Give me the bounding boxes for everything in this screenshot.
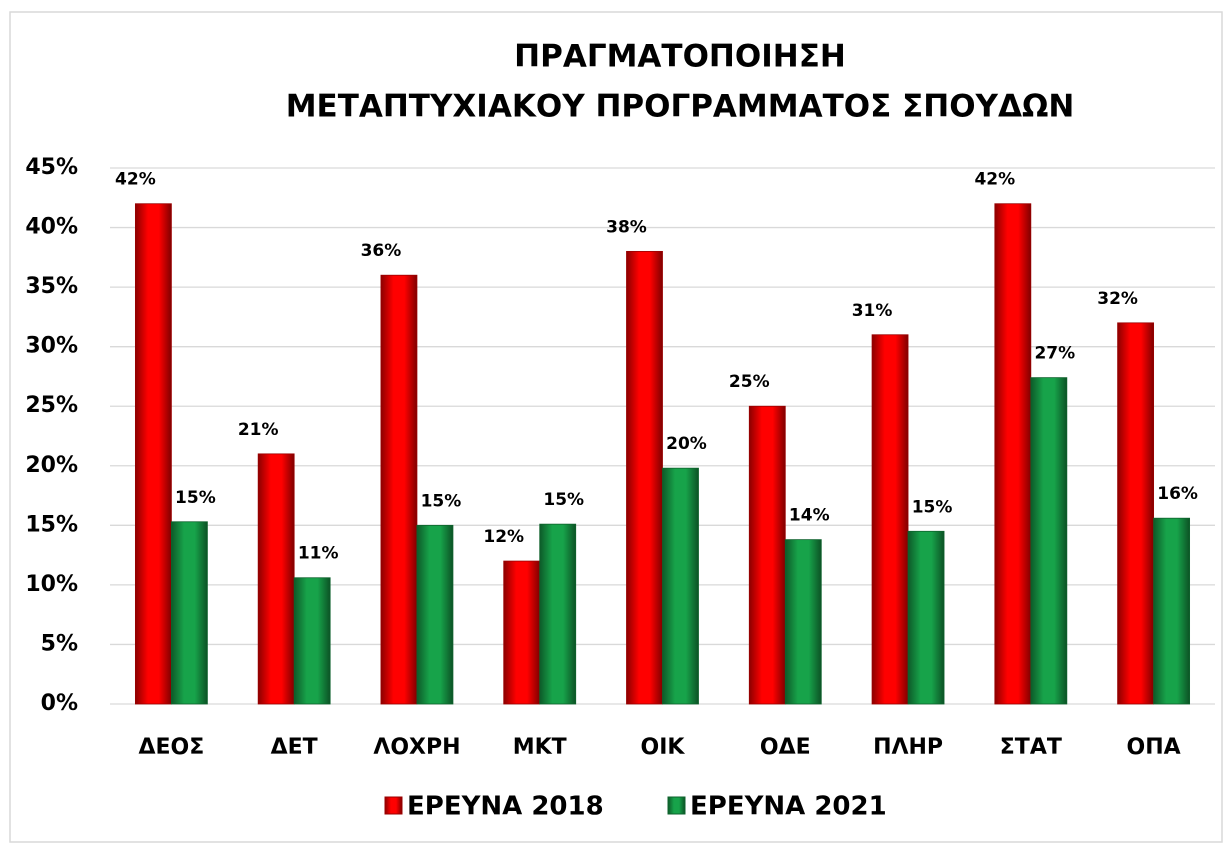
data-label: 27% [1034,344,1075,364]
bar [257,453,295,705]
y-tick-label: 20% [25,453,78,478]
bar [907,530,945,705]
bar [1030,377,1068,705]
bar [416,524,454,705]
bar [871,334,909,705]
legend-label: ΕΡΕΥΝΑ 2021 [690,792,887,822]
data-label: 15% [421,491,462,511]
y-tick-label: 0% [41,691,78,716]
legend-label: ΕΡΕΥΝΑ 2018 [407,792,604,822]
x-tick-label: ΟΠΑ [1127,735,1181,760]
data-label: 32% [1097,289,1138,309]
data-label: 14% [789,506,830,526]
data-label: 42% [974,170,1015,190]
y-tick-label: 25% [25,393,78,418]
x-tick-label: ΠΛΗΡ [873,735,943,760]
x-tick-label: ΜΚΤ [513,735,567,760]
y-tick-label: 40% [25,215,78,240]
bar [1117,322,1155,705]
x-tick-label: ΟΔΕ [760,735,811,760]
data-label: 15% [175,488,216,508]
y-tick-label: 30% [25,334,78,359]
data-label: 25% [729,372,770,392]
bar [1153,517,1191,705]
y-tick-label: 35% [25,274,78,299]
data-label: 42% [115,170,156,190]
data-label: 36% [361,241,402,261]
data-label: 16% [1157,484,1198,504]
data-label: 21% [238,420,279,440]
chart-title: ΠΡΑΓΜΑΤΟΠΟΙΗΣΗ [514,39,846,75]
data-label: 15% [912,497,953,517]
y-tick-label: 15% [25,512,78,537]
bar [170,521,208,705]
data-label: 20% [666,434,707,454]
bar [134,203,172,705]
bar [994,203,1032,705]
legend-swatch [384,796,403,815]
x-tick-label: ΟΙΚ [641,735,686,760]
y-tick-label: 45% [25,155,78,180]
data-label: 15% [543,490,584,510]
legend-swatch [667,796,686,815]
bar [539,523,577,705]
bar [503,560,541,705]
x-tick-label: ΔΕΤ [271,735,318,760]
bar [662,467,699,705]
data-label: 12% [483,527,524,547]
bar [784,539,822,705]
data-label: 38% [606,217,647,237]
bar [293,577,331,705]
bar [626,250,663,705]
y-tick-label: 5% [41,631,78,656]
data-label: 11% [298,544,339,564]
bar [380,274,418,705]
x-tick-label: ΔΕΟΣ [138,735,204,760]
x-tick-label: ΣΤΑΤ [1000,735,1062,760]
data-label: 31% [852,301,893,321]
x-tick-label: ΛΟΧΡΗ [373,735,460,760]
bar [748,405,786,705]
chart-title: ΜΕΤΑΠΤΥΧΙΑΚΟΥ ΠΡΟΓΡΑΜΜΑΤΟΣ ΣΠΟΥΔΩΝ [286,89,1075,125]
y-tick-label: 10% [25,572,78,597]
